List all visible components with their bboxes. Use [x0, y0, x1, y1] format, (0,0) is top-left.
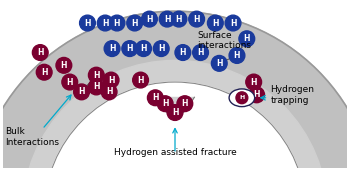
- Text: H: H: [182, 99, 188, 108]
- Text: H: H: [239, 95, 245, 100]
- Text: H: H: [84, 19, 91, 28]
- Text: H: H: [93, 82, 99, 91]
- Circle shape: [175, 45, 191, 60]
- Circle shape: [79, 15, 95, 31]
- Text: Hydrogen
trapping: Hydrogen trapping: [271, 85, 314, 105]
- Circle shape: [189, 11, 204, 27]
- Text: H: H: [212, 19, 219, 28]
- Circle shape: [104, 41, 120, 56]
- Text: H: H: [197, 48, 204, 57]
- Text: Bulk
Interactions: Bulk Interactions: [5, 127, 59, 147]
- Circle shape: [33, 45, 48, 60]
- Text: H: H: [93, 71, 99, 80]
- Circle shape: [153, 41, 169, 56]
- Circle shape: [127, 15, 142, 31]
- Text: H: H: [230, 19, 236, 28]
- Text: H: H: [162, 99, 168, 108]
- Circle shape: [208, 15, 223, 31]
- Circle shape: [225, 15, 241, 31]
- Circle shape: [229, 48, 245, 63]
- Circle shape: [89, 79, 104, 95]
- Text: H: H: [61, 61, 67, 70]
- Text: H: H: [146, 15, 153, 24]
- Text: H: H: [194, 15, 200, 24]
- Circle shape: [22, 60, 328, 169]
- Text: H: H: [78, 87, 85, 96]
- Circle shape: [177, 96, 193, 112]
- Text: H: H: [158, 44, 164, 53]
- Text: H: H: [176, 15, 182, 24]
- Text: H: H: [152, 93, 159, 102]
- Circle shape: [122, 41, 138, 56]
- Text: H: H: [244, 34, 250, 43]
- Circle shape: [109, 15, 125, 31]
- Text: H: H: [180, 48, 186, 57]
- Circle shape: [211, 55, 227, 71]
- Text: H: H: [37, 48, 43, 57]
- Text: H: H: [109, 44, 115, 53]
- Circle shape: [236, 92, 248, 104]
- Circle shape: [157, 96, 173, 112]
- Circle shape: [136, 41, 152, 56]
- Text: H: H: [216, 59, 223, 68]
- Circle shape: [89, 67, 104, 83]
- Circle shape: [239, 31, 255, 47]
- Circle shape: [101, 84, 117, 100]
- Text: H: H: [126, 44, 133, 53]
- Circle shape: [159, 11, 175, 27]
- Text: H: H: [172, 108, 178, 117]
- Text: H: H: [234, 51, 240, 60]
- Text: H: H: [140, 44, 147, 53]
- Circle shape: [74, 84, 90, 100]
- Circle shape: [141, 11, 157, 27]
- Text: Hydrogen assisted fracture: Hydrogen assisted fracture: [114, 148, 236, 157]
- Text: H: H: [114, 19, 120, 28]
- Circle shape: [171, 11, 187, 27]
- Circle shape: [133, 72, 148, 88]
- Text: H: H: [253, 90, 260, 99]
- Circle shape: [0, 11, 350, 169]
- Text: Surface
interactions: Surface interactions: [198, 31, 252, 50]
- Circle shape: [193, 45, 209, 60]
- Text: H: H: [102, 19, 108, 28]
- Ellipse shape: [229, 89, 255, 107]
- PathPatch shape: [155, 97, 195, 119]
- Circle shape: [62, 74, 78, 90]
- Circle shape: [167, 105, 183, 120]
- Circle shape: [246, 74, 261, 90]
- Circle shape: [36, 64, 52, 80]
- Circle shape: [44, 82, 306, 169]
- Circle shape: [97, 15, 113, 31]
- Text: H: H: [66, 78, 73, 87]
- Text: H: H: [106, 87, 112, 96]
- Text: H: H: [251, 78, 257, 87]
- Text: H: H: [137, 76, 144, 84]
- Circle shape: [147, 90, 163, 106]
- Text: H: H: [108, 76, 114, 84]
- Circle shape: [56, 57, 72, 73]
- Text: H: H: [131, 19, 138, 28]
- Text: H: H: [164, 15, 170, 24]
- Circle shape: [249, 87, 265, 103]
- Circle shape: [103, 72, 119, 88]
- Text: H: H: [41, 68, 48, 77]
